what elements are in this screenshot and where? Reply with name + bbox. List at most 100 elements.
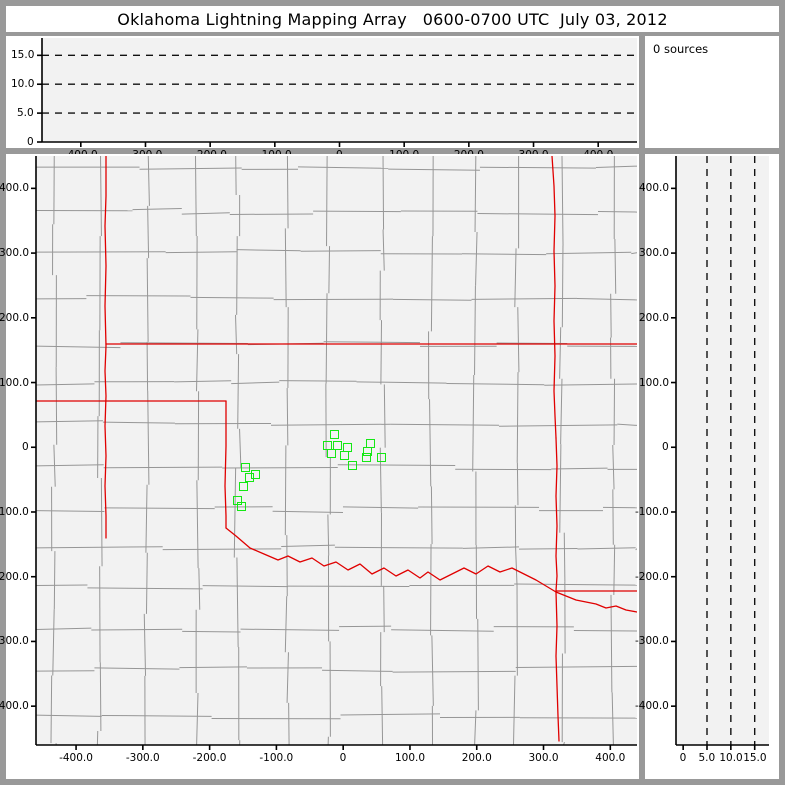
county-border xyxy=(326,156,328,247)
county-border xyxy=(327,514,330,556)
time-height-plot-area[interactable] xyxy=(42,38,637,142)
county-border xyxy=(236,236,238,315)
county-border xyxy=(284,596,288,653)
source-count-panel: 0 sources xyxy=(645,36,779,148)
axis-tick-label: 15.0 xyxy=(11,49,35,62)
county-border xyxy=(100,477,103,567)
height-altitude-axes xyxy=(671,156,769,750)
county-border xyxy=(55,367,58,445)
county-border xyxy=(561,245,564,328)
county-border xyxy=(162,548,282,551)
county-border xyxy=(87,587,203,590)
time-height-gridlines xyxy=(42,54,637,114)
county-border xyxy=(516,462,519,506)
state-border-red-river xyxy=(225,527,637,613)
county-border xyxy=(597,211,637,213)
county-border xyxy=(297,166,389,169)
time-height-axes xyxy=(37,38,637,147)
county-border xyxy=(429,399,432,487)
county-border xyxy=(91,628,183,631)
county-border xyxy=(36,546,163,549)
county-border xyxy=(231,381,280,385)
county-border xyxy=(196,480,199,569)
county-border xyxy=(512,675,516,745)
lightning-source-marker xyxy=(245,472,255,482)
county-border xyxy=(284,445,287,536)
county-border xyxy=(563,532,566,582)
axis-tick-label: 0 xyxy=(662,441,669,454)
county-border xyxy=(635,548,637,551)
county-border xyxy=(514,583,637,586)
county-border xyxy=(145,484,148,553)
county-border xyxy=(337,464,456,467)
county-border xyxy=(233,467,237,558)
county-border xyxy=(182,630,241,633)
plan-view-map-plot-area[interactable] xyxy=(36,156,637,745)
county-border xyxy=(36,627,92,631)
axis-tick-label: 400.0 xyxy=(595,752,626,764)
axis-tick-label: 5.0 xyxy=(698,752,716,764)
lightning-source-marker xyxy=(363,447,373,457)
county-border xyxy=(544,383,637,386)
county-border xyxy=(382,229,385,271)
axis-tick-label: 10.0 xyxy=(719,752,743,764)
source-count-label: 0 sources xyxy=(653,42,709,56)
lightning-source-marker xyxy=(348,460,358,470)
county-border xyxy=(101,714,212,717)
county-border xyxy=(147,205,150,259)
county-border xyxy=(286,156,289,229)
axis-tick-label: 400.0 xyxy=(639,182,670,195)
time-height-panel: 05.010.015.0-400.0-300.0-200.0-100.00100… xyxy=(6,36,639,161)
axis-tick-label: 100.0 xyxy=(394,752,426,764)
axis-tick-label: -300.0 xyxy=(0,635,29,648)
county-border xyxy=(611,692,614,745)
lightning-source-marker xyxy=(250,469,260,479)
county-border xyxy=(313,210,401,213)
county-border xyxy=(145,552,148,614)
county-border xyxy=(614,238,617,294)
county-border xyxy=(472,375,475,472)
county-border xyxy=(560,378,563,445)
county-border xyxy=(471,297,577,300)
county-border xyxy=(474,285,476,376)
county-border xyxy=(147,156,150,206)
county-border xyxy=(53,444,56,487)
lightning-source-marker xyxy=(237,502,247,512)
county-border xyxy=(174,380,232,383)
county-border xyxy=(202,585,289,588)
axis-tick-label: 300.0 xyxy=(0,247,30,260)
axis-tick-label: 10.0 xyxy=(11,78,35,91)
county-border xyxy=(610,594,613,693)
lightning-source-marker xyxy=(332,440,342,450)
county-border xyxy=(462,546,520,549)
county-border xyxy=(323,341,420,344)
plan-view-map-panel: -400.0 -300.0 -200.0 -100.0 0 100.0 200.0 300.0… xyxy=(0,154,639,779)
county-border xyxy=(446,382,545,386)
county-border xyxy=(334,546,463,549)
county-border xyxy=(617,423,637,426)
lightning-source-marker xyxy=(362,453,372,463)
page-title: Oklahoma Lightning Mapping Array 0600-07… xyxy=(117,9,668,29)
county-border xyxy=(340,713,441,716)
county-border xyxy=(559,327,562,379)
map-boundaries-layer xyxy=(36,156,637,745)
axis-tick-label: 200.0 xyxy=(461,752,492,764)
county-border xyxy=(383,585,385,633)
axis-tick-label: -300.0 xyxy=(635,635,669,648)
title-bar: Oklahoma Lightning Mapping Array 0600-07… xyxy=(6,6,779,32)
county-border xyxy=(514,248,517,308)
county-border xyxy=(518,548,578,550)
county-border xyxy=(610,293,612,338)
county-border xyxy=(391,629,494,632)
lightning-source-marker xyxy=(322,441,332,451)
county-border xyxy=(194,156,197,237)
county-border xyxy=(190,296,274,299)
county-border xyxy=(477,213,599,216)
axis-tick-label: -400.0 xyxy=(635,700,669,713)
county-border xyxy=(393,298,472,301)
height-altitude-plot-area[interactable] xyxy=(676,156,769,745)
axis-tick-label: -100.0 xyxy=(0,505,29,518)
county-border xyxy=(143,613,147,676)
county-border xyxy=(100,156,102,237)
